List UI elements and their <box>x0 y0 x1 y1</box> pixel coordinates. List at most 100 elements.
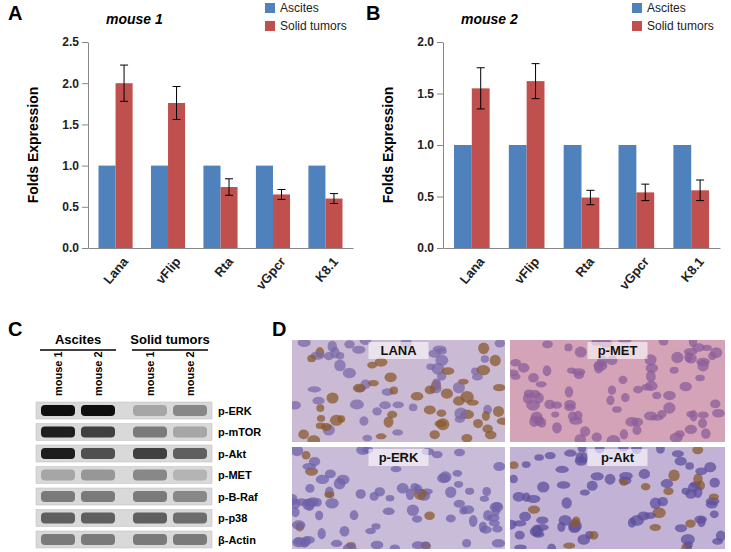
x-axis: LanavFlipRtavGpcrK8.1 <box>444 248 721 293</box>
cell <box>685 353 696 363</box>
cell <box>513 520 526 526</box>
cell <box>568 412 577 422</box>
cell <box>591 472 604 480</box>
band <box>133 427 167 438</box>
cell <box>432 451 443 458</box>
cell <box>709 478 719 488</box>
marks <box>454 64 709 248</box>
blot-strip <box>36 488 212 505</box>
cell <box>462 539 471 548</box>
blot: Ascitesmouse 1mouse 2Solid tumorsmouse 1… <box>36 332 261 548</box>
band <box>133 405 167 416</box>
cell <box>292 447 303 456</box>
cell <box>328 341 337 353</box>
band <box>81 427 115 438</box>
lane-label: mouse 2 <box>92 351 104 396</box>
error-bar-line <box>586 190 594 191</box>
cell <box>650 524 661 531</box>
band <box>173 470 207 481</box>
cell <box>307 355 316 363</box>
cell <box>424 405 436 414</box>
cell <box>641 483 651 490</box>
cell <box>426 364 435 371</box>
error-bar-line <box>700 180 701 201</box>
cell <box>695 375 704 382</box>
cell <box>619 472 633 480</box>
panel-letter: C <box>8 318 22 340</box>
tick-label: 1.0 <box>62 159 79 173</box>
blot-strip <box>36 402 212 419</box>
axis-line <box>88 43 89 249</box>
cell <box>453 382 465 393</box>
error-bar-line <box>590 190 591 204</box>
cell <box>644 512 656 519</box>
ihc-background <box>292 340 505 442</box>
band <box>81 470 115 481</box>
chart: 0.00.51.01.52.0LanavFlipRtavGpcrK8.1mous… <box>380 1 721 293</box>
tick-mark <box>437 94 443 95</box>
cell <box>368 380 379 386</box>
error-bar-line <box>586 204 594 205</box>
axis-line <box>89 248 354 249</box>
tick: Lana <box>100 248 131 287</box>
tick-label: 0.5 <box>62 200 79 214</box>
cell <box>386 495 395 501</box>
cell <box>483 510 493 521</box>
cell <box>410 483 419 491</box>
cell <box>522 461 531 468</box>
cell <box>292 401 301 409</box>
ihc-label: p-Akt <box>601 450 635 465</box>
bar <box>673 145 691 248</box>
band <box>81 405 115 416</box>
bar <box>509 145 527 248</box>
cell <box>632 418 643 427</box>
cell <box>567 368 576 374</box>
cell <box>542 340 553 348</box>
cell <box>547 544 556 549</box>
tick-label: Lana <box>456 254 487 287</box>
cell <box>407 504 419 516</box>
legend-item: Solid tumors <box>632 19 714 33</box>
tick: Rta <box>211 248 236 280</box>
ihc-label-bg <box>369 342 429 359</box>
band <box>173 427 207 438</box>
row-label: p-Akt <box>218 448 246 460</box>
cell <box>334 478 346 490</box>
cell <box>564 404 576 411</box>
cell <box>618 376 627 384</box>
cell <box>692 447 703 454</box>
cell <box>650 498 661 509</box>
blot-strip <box>36 424 212 441</box>
cell <box>587 481 598 491</box>
cell <box>437 473 450 483</box>
cell <box>454 449 465 457</box>
tick-label: Rta <box>211 254 236 280</box>
cell <box>472 374 483 381</box>
bar <box>527 81 545 248</box>
cell <box>370 492 379 501</box>
cell <box>684 541 693 549</box>
cell <box>578 447 587 453</box>
ihc-texture <box>292 447 505 549</box>
tick: vFlip <box>511 248 542 287</box>
cell <box>510 461 519 469</box>
cell <box>461 434 472 442</box>
ihc-image: p-ERK <box>287 445 505 552</box>
cell <box>292 507 300 517</box>
cell <box>445 487 456 498</box>
cell <box>437 409 447 417</box>
cell <box>350 510 359 520</box>
cell <box>298 340 311 347</box>
tick: vFlip <box>153 248 184 287</box>
tick-label: 0.0 <box>62 241 79 255</box>
cell <box>493 384 505 391</box>
tick: 0.5 <box>417 190 443 204</box>
group-label: Ascites <box>55 332 101 347</box>
ihc-image: p-MET <box>507 336 725 447</box>
cell <box>606 396 614 406</box>
cell <box>429 430 439 439</box>
cell <box>424 511 435 519</box>
cell <box>412 516 422 523</box>
axis-title: Folds Expression <box>380 87 396 204</box>
cell <box>493 406 504 417</box>
